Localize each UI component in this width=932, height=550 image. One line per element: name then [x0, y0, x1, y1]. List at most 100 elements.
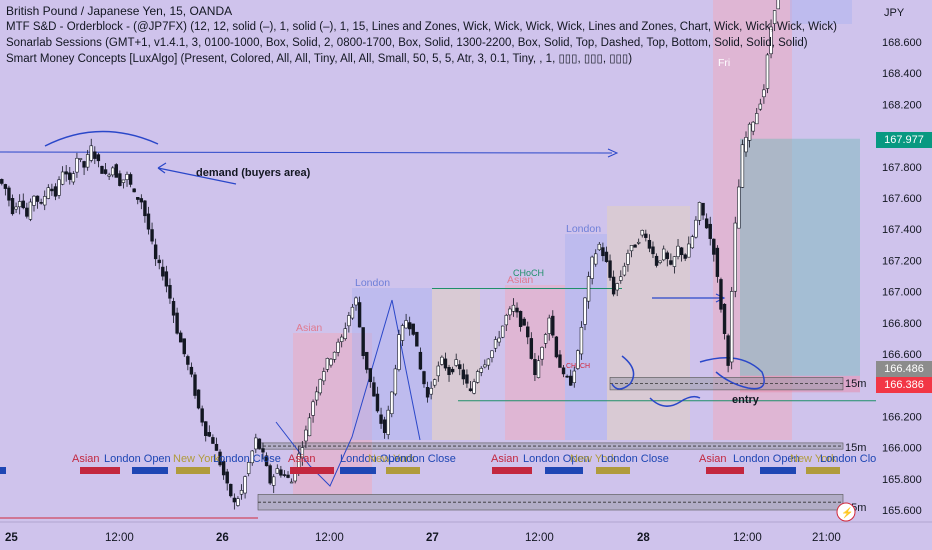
- symbol-title[interactable]: British Pound / Japanese Yen, 15, OANDA: [6, 4, 233, 18]
- price-tick-label: 167.400: [882, 224, 922, 236]
- flash-icon[interactable]: [836, 502, 856, 522]
- candle: [100, 165, 104, 174]
- candle: [583, 297, 587, 325]
- candle: [361, 327, 365, 356]
- time-tick-label: 12:00: [525, 532, 554, 544]
- time-tick-label: 21:00: [812, 532, 841, 544]
- candle: [200, 408, 204, 423]
- indicator-sessions[interactable]: Sonarlab Sessions (GMT+1, v1.4.1, 3, 010…: [6, 37, 808, 49]
- candle: [654, 255, 659, 266]
- candle: [257, 438, 262, 449]
- candle: [311, 401, 315, 416]
- candle: [647, 239, 652, 249]
- session-label-asian: Asian: [72, 453, 100, 465]
- candle: [21, 200, 25, 209]
- candle: [111, 167, 115, 176]
- candle: [350, 306, 355, 319]
- session-label-asian: Asian: [491, 453, 519, 465]
- session-label-london-close: London Close: [213, 453, 281, 465]
- candle: [336, 341, 340, 353]
- candle: [551, 315, 555, 336]
- demand-label: demand (buyers area): [196, 167, 311, 179]
- candle: [57, 179, 61, 196]
- candle: [493, 339, 498, 349]
- session-bar: [80, 467, 120, 474]
- candle: [590, 256, 594, 279]
- candle: [436, 365, 441, 377]
- session-box: [713, 0, 792, 440]
- session-bar: [806, 467, 840, 474]
- target-zone[interactable]: [740, 138, 860, 376]
- candle: [479, 367, 483, 373]
- candle: [0, 179, 4, 184]
- session-label-london-close: London Close: [388, 453, 456, 465]
- candle: [601, 247, 605, 257]
- session-box: [645, 206, 690, 440]
- indicator-orderblock[interactable]: MTF S&D - Orderblock - (@JP7FX) (12, 12,…: [6, 21, 837, 33]
- candle: [354, 297, 358, 306]
- session-bar: [492, 467, 532, 474]
- candle: [211, 437, 215, 444]
- candle: [186, 356, 190, 365]
- candle: [586, 276, 591, 302]
- price-axis[interactable]: [876, 0, 932, 550]
- candle: [608, 260, 612, 278]
- candle: [232, 497, 237, 503]
- candle: [254, 437, 258, 450]
- candle: [146, 213, 151, 230]
- candle: [343, 328, 347, 339]
- candle: [182, 338, 186, 355]
- candle: [7, 187, 11, 201]
- candle: [629, 245, 634, 252]
- candle: [132, 188, 136, 193]
- candle: [261, 448, 265, 453]
- marked-price-label: 167.977: [876, 132, 932, 148]
- candle: [71, 173, 76, 183]
- zone-label: 15m: [845, 442, 866, 454]
- time-tick-label: 25: [5, 532, 18, 544]
- currency-label: JPY: [884, 7, 905, 19]
- session-label-london-open: London Open: [104, 453, 171, 465]
- session-box-label: Fri: [718, 57, 730, 69]
- candle: [425, 387, 430, 398]
- session-box-label: London: [566, 223, 601, 235]
- pending-price-label: 166.486: [876, 361, 932, 377]
- candle: [762, 89, 766, 98]
- candle: [751, 121, 755, 132]
- candle: [46, 187, 51, 199]
- structure-line: [391, 299, 421, 441]
- session-label-london-close: London Close: [601, 453, 669, 465]
- candle: [275, 468, 279, 474]
- candle: [615, 283, 619, 291]
- candle: [207, 432, 212, 437]
- candle: [755, 113, 759, 125]
- current-price-label: 166.386: [876, 377, 932, 393]
- session-bar: [290, 467, 334, 474]
- price-tick-label: 167.200: [882, 255, 922, 267]
- price-tick-label: 165.800: [882, 474, 922, 486]
- indicator-smc[interactable]: Smart Money Concepts [LuxAlgo] (Present,…: [6, 53, 633, 65]
- candle: [64, 171, 68, 175]
- session-bar: [760, 467, 796, 474]
- candle: [175, 312, 179, 334]
- candle: [572, 370, 576, 384]
- session-bar: [545, 467, 583, 474]
- time-tick-label: 26: [216, 532, 229, 544]
- candle: [236, 498, 240, 506]
- candle: [300, 447, 305, 459]
- candle: [375, 393, 380, 412]
- price-tick-label: 166.200: [882, 411, 922, 423]
- candle: [189, 366, 194, 375]
- candle: [225, 471, 229, 484]
- candle: [246, 462, 251, 474]
- candle: [429, 387, 433, 395]
- candle: [43, 196, 47, 206]
- candle: [558, 354, 562, 368]
- session-label-new-york: New York: [790, 453, 837, 465]
- price-tick-label: 167.600: [882, 193, 922, 205]
- price-tick-label: 167.800: [882, 162, 922, 174]
- candle: [121, 179, 126, 183]
- candle: [318, 379, 322, 394]
